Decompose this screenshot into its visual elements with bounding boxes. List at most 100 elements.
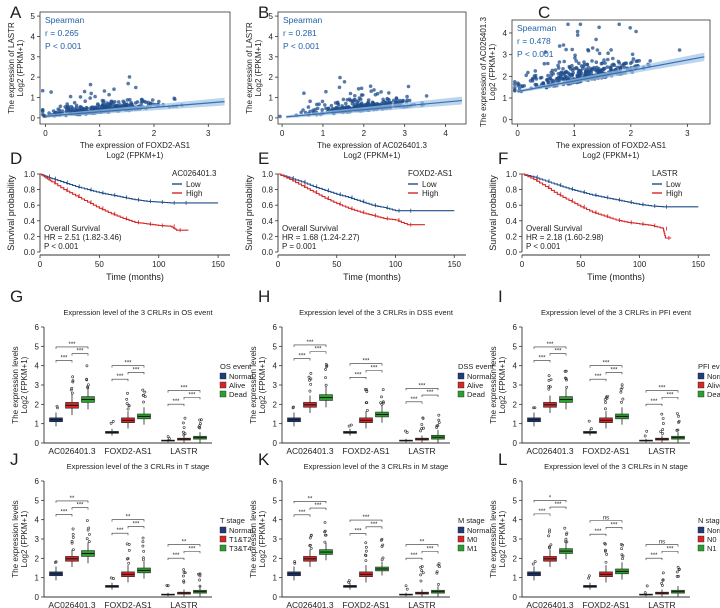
- significance-label: ***: [554, 349, 562, 355]
- legend-label: M1: [467, 544, 477, 553]
- significance-bracket: [167, 544, 201, 547]
- scatter-point: [594, 60, 599, 64]
- scatter-point: [342, 80, 347, 84]
- significance-bracket: [55, 514, 73, 517]
- significance-label: ***: [594, 374, 602, 380]
- significance-label: ***: [418, 383, 426, 389]
- outlier: [565, 385, 569, 389]
- outlier: [364, 559, 368, 563]
- scatter-point: [603, 61, 607, 65]
- outlier: [437, 582, 440, 586]
- scatter-point: [545, 79, 550, 84]
- chart-title: Expression level of the 3 CRLRs in N sta…: [544, 462, 688, 471]
- y-axis-sublabel: Log2 (FPKM+1): [16, 39, 25, 96]
- significance-label: ***: [362, 515, 370, 521]
- outlier: [109, 421, 113, 425]
- y-tick-label: 0.4: [24, 217, 36, 226]
- outlier: [438, 565, 441, 568]
- scatter-point: [112, 87, 116, 91]
- significance-bracket: [127, 372, 145, 375]
- x-tick-label: LASTR: [170, 600, 197, 608]
- outlier: [86, 386, 90, 390]
- significance-bracket: [533, 513, 551, 516]
- outlier: [677, 574, 680, 578]
- y-tick-label: 2: [503, 72, 508, 81]
- scatter-point: [424, 94, 429, 98]
- scatter-C-frame: [511, 19, 711, 125]
- outlier: [323, 521, 327, 524]
- chart-title: Expression level of the 3 CRLRs in OS ev…: [63, 308, 213, 317]
- y-axis-sublabel: Log2 (FPKM+1): [498, 510, 507, 567]
- outlier: [603, 541, 607, 545]
- significance-bracket: [111, 365, 145, 368]
- legend-title: N stage: [698, 516, 720, 525]
- significance-bracket: [293, 514, 311, 517]
- outlier: [419, 429, 422, 433]
- outlier: [364, 388, 367, 391]
- y-tick-label: 6: [35, 323, 40, 332]
- significance-bracket: [661, 397, 679, 400]
- significance-label: ***: [650, 399, 658, 405]
- outlier: [364, 549, 368, 553]
- legend-swatch: [457, 535, 465, 543]
- scatter-point: [597, 51, 602, 56]
- outlier: [564, 369, 568, 373]
- legend-title: FOXD2-AS1: [408, 169, 453, 178]
- significance-label: ***: [546, 342, 554, 348]
- significance-bracket: [349, 533, 367, 536]
- outlier: [71, 527, 75, 531]
- x-axis-sublabel: Log2 (FPKM+1): [344, 151, 401, 160]
- y-tick-label: 5: [273, 342, 278, 351]
- scatter-point: [359, 97, 363, 101]
- legend-swatch: [219, 526, 227, 534]
- outlier: [549, 378, 553, 382]
- outlier: [435, 570, 439, 574]
- scatter-point: [628, 61, 633, 66]
- outlier: [126, 391, 129, 395]
- significance-bracket: [589, 365, 623, 368]
- y-tick-label: 2: [513, 554, 518, 563]
- scatter-point: [579, 64, 584, 68]
- scatter-point: [526, 70, 530, 75]
- significance-bracket: [405, 401, 423, 404]
- y-tick-label: 0.0: [506, 248, 518, 257]
- chart-title: Expression level of the 3 CRLRs in T sta…: [67, 462, 210, 471]
- outlier: [181, 430, 185, 434]
- y-tick-label: 1.0: [262, 170, 274, 179]
- legend-swatch: [697, 535, 705, 543]
- scatter-point: [553, 68, 558, 72]
- outlier: [421, 416, 425, 420]
- x-tick-label: 100: [633, 260, 647, 269]
- outlier: [563, 369, 567, 373]
- x-tick-label: 150: [211, 260, 225, 269]
- y-tick-label: 5: [513, 342, 518, 351]
- scatter-point: [302, 91, 306, 95]
- y-tick-label: 0: [31, 114, 36, 123]
- scatter-point: [549, 73, 554, 78]
- scatter-point: [634, 59, 639, 64]
- scatter-point: [352, 98, 357, 102]
- outlier: [620, 400, 623, 404]
- scatter-point: [102, 89, 107, 93]
- y-tick-label: 1: [503, 94, 508, 103]
- outlier: [109, 576, 113, 580]
- y-tick-label: 6: [513, 477, 518, 486]
- significance-label: ns: [659, 540, 665, 546]
- x-tick-label: 0: [280, 129, 285, 138]
- scatter-point: [557, 44, 562, 48]
- significance-label: ***: [172, 553, 180, 559]
- outlier: [182, 574, 185, 578]
- significance-label: ***: [426, 546, 434, 552]
- x-tick-label: 2: [629, 129, 634, 138]
- outlier: [126, 407, 130, 411]
- outlier: [677, 414, 680, 418]
- scatter-point: [78, 95, 83, 99]
- outlier: [142, 556, 145, 560]
- stat-method: Spearman: [517, 23, 556, 33]
- x-tick-label: AC026401.3: [48, 446, 96, 456]
- outlier: [661, 417, 665, 420]
- scatter-point: [561, 67, 565, 71]
- scatter-point: [590, 59, 594, 63]
- scatter-point: [566, 71, 571, 76]
